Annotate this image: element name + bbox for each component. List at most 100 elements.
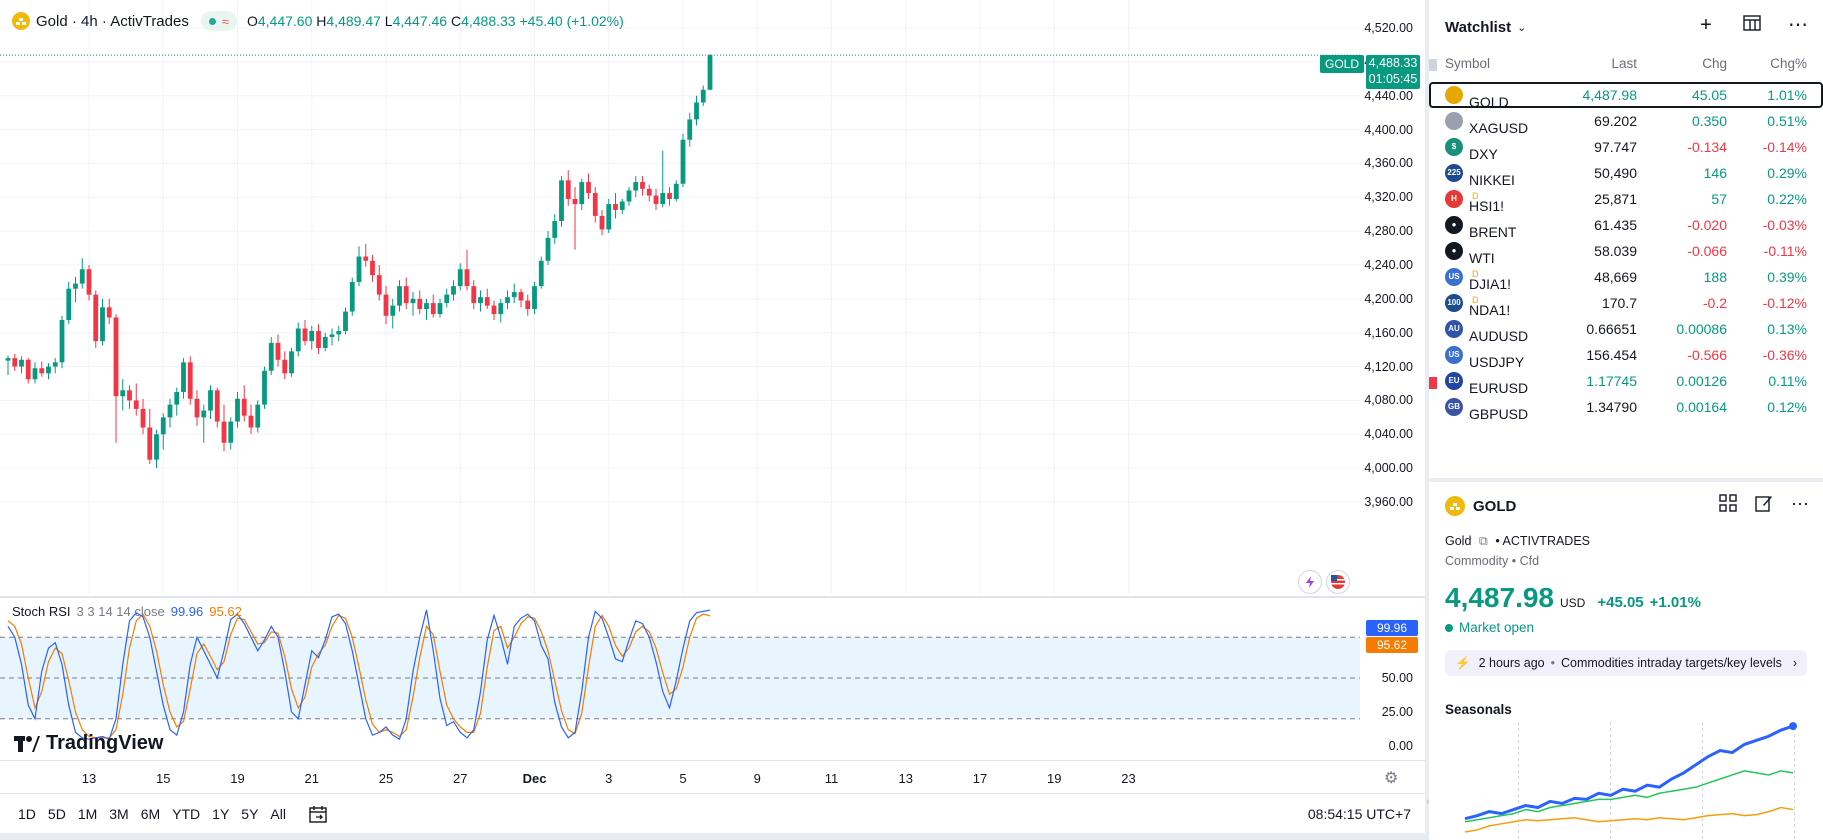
seasonals-chart[interactable] xyxy=(1445,722,1813,840)
watchlist-row-gbpusd[interactable]: GB GBPUSD 1.34790 0.00164 0.12% xyxy=(1429,394,1823,422)
candle xyxy=(147,408,153,464)
col-last[interactable]: Last xyxy=(1611,56,1637,71)
watchlist-row-dxy[interactable]: $ DXY 97.747 -0.134 -0.14% xyxy=(1429,134,1823,162)
watchlist-row-usdjpy[interactable]: US USDJPY 156.454 -0.566 -0.36% xyxy=(1429,342,1823,370)
watchlist-row-gold[interactable]: GOLD 4,487.98 45.05 1.01% xyxy=(1429,82,1823,110)
go-to-date-icon[interactable] xyxy=(308,804,330,824)
watchlist-last: 170.7 xyxy=(1601,295,1637,311)
news-headline[interactable]: ⚡ 2 hours ago • Commodities intraday tar… xyxy=(1445,650,1807,676)
candle xyxy=(383,286,389,325)
more-options-icon[interactable]: ⋯ xyxy=(1788,14,1808,36)
watchlist-row-eurusd[interactable]: EU EURUSD 1.17745 0.00126 0.11% xyxy=(1429,368,1823,396)
watchlist-header: Watchlist ⌄ xyxy=(1429,0,1823,54)
candle xyxy=(93,290,99,348)
range-button-1y[interactable]: 1Y xyxy=(212,806,230,822)
candle xyxy=(464,249,470,291)
price-chart[interactable] xyxy=(0,0,1360,594)
edit-note-icon[interactable] xyxy=(1755,494,1773,517)
range-button-3m[interactable]: 3M xyxy=(109,806,129,822)
seasonal-end-dot xyxy=(1789,722,1797,731)
candle xyxy=(694,95,699,126)
col-chgp[interactable]: Chg% xyxy=(1770,56,1807,71)
market-status-pill[interactable]: ≈ xyxy=(200,11,237,31)
candle xyxy=(660,150,666,208)
pane-divider[interactable] xyxy=(0,596,1425,598)
range-button-6m[interactable]: 6M xyxy=(140,806,161,822)
details-symbol[interactable]: GOLD xyxy=(1473,497,1517,515)
seasonal-line xyxy=(1464,806,1794,833)
candle xyxy=(208,385,213,420)
stoch-rsi-d-line xyxy=(7,613,711,739)
bottom-scrollbar[interactable] xyxy=(0,834,1425,840)
candle xyxy=(289,347,294,377)
candle xyxy=(73,276,78,303)
watchlist-row-audusd[interactable]: AU AUDUSD 0.66651 0.00086 0.13% xyxy=(1429,316,1823,344)
sidebar-splitter[interactable] xyxy=(1425,0,1429,840)
price-tick: 4,240.00 xyxy=(1364,258,1413,272)
time-axis[interactable]: 13 15 19 21 25 27 Dec 3 5 9 11 13 17 19 23 xyxy=(0,760,1425,793)
collapse-arrow-icon[interactable]: › xyxy=(1426,796,1430,807)
time-tick: 25 xyxy=(378,771,394,786)
col-symbol[interactable]: Symbol xyxy=(1445,56,1491,71)
time-tick: 17 xyxy=(972,771,988,786)
details-name[interactable]: Gold xyxy=(1445,534,1472,548)
candle xyxy=(613,193,618,219)
low-label: L xyxy=(384,13,393,29)
flag-column-icon[interactable] xyxy=(1429,59,1437,71)
watchlist-chgp: -0.14% xyxy=(1762,139,1807,155)
watchlist-row-wti[interactable]: ● WTI 58.039 -0.066 -0.11% xyxy=(1429,238,1823,266)
symbol-title[interactable]: Gold · 4h · ActivTrades xyxy=(36,12,189,30)
price-axis[interactable]: 4,520.004,480.004,440.004,400.004,360.00… xyxy=(1358,0,1425,780)
range-button-5d[interactable]: 5D xyxy=(47,806,66,822)
red-flag-icon[interactable] xyxy=(1429,377,1437,389)
watchlist-actions: + ⋯ xyxy=(1695,14,1809,37)
range-button-1d[interactable]: 1D xyxy=(18,806,36,822)
range-button-5y[interactable]: 5Y xyxy=(241,806,259,822)
seasonals-title[interactable]: Seasonals xyxy=(1445,702,1512,717)
external-link-icon[interactable]: ⧉ xyxy=(1478,534,1488,548)
seasonal-line xyxy=(1464,770,1794,823)
candle xyxy=(565,170,571,206)
watchlist-title[interactable]: Watchlist xyxy=(1445,18,1512,36)
watchlist-chgp: 0.13% xyxy=(1767,321,1807,337)
col-chg[interactable]: Chg xyxy=(1702,56,1727,71)
candle xyxy=(302,320,308,346)
watchlist-chg: -0.066 xyxy=(1687,243,1727,259)
chart-pane[interactable]: Gold · 4h · ActivTrades ≈ O4,447.60 H4,4… xyxy=(0,0,1425,840)
advanced-view-icon[interactable] xyxy=(1741,14,1763,37)
details-exchange[interactable]: ACTIVTRADES xyxy=(1502,534,1591,548)
watchlist-row-hsi1[interactable]: H HSI1! D 25,871 57 0.22% xyxy=(1429,186,1823,214)
range-button-ytd[interactable]: YTD xyxy=(172,806,201,822)
market-status[interactable]: Market open xyxy=(1445,620,1534,635)
stoch-rsi-legend[interactable]: Stoch RSI 3 3 14 14 close 99.96 95.62 xyxy=(12,604,242,619)
range-button-all[interactable]: All xyxy=(270,806,286,822)
candle xyxy=(32,362,38,384)
watchlist-chg: 188 xyxy=(1703,269,1727,285)
change-value: +45.40 (+1.02%) xyxy=(519,13,624,29)
watchlist-row-nikkei[interactable]: 225 NIKKEI 50,490 146 0.29% xyxy=(1429,160,1823,188)
stoch-rsi-chart[interactable] xyxy=(0,598,1360,758)
chevron-down-icon[interactable]: ⌄ xyxy=(1517,21,1527,34)
price-tick: 4,320.00 xyxy=(1364,190,1413,205)
stoch-rsi-k-line xyxy=(7,609,711,741)
symbol-text: EURUSD xyxy=(1469,380,1529,396)
watchlist-row-xagusd[interactable]: XAGUSD 69.202 0.350 0.51% xyxy=(1429,108,1823,136)
gb-flag-icon: GB xyxy=(1445,398,1463,416)
chevron-right-icon: › xyxy=(1792,656,1797,670)
more-options-icon[interactable]: ⋯ xyxy=(1791,494,1809,514)
watchlist-row-djia1[interactable]: US DJIA1! D 48,669 188 0.39% xyxy=(1429,264,1823,292)
us-economic-event-icon[interactable] xyxy=(1326,570,1350,594)
settings-gear-icon[interactable]: ⚙ xyxy=(1384,770,1399,787)
candle xyxy=(295,322,301,357)
tradingview-logo[interactable]: TradingView xyxy=(14,732,163,755)
watchlist-row-brent[interactable]: ● BRENT 61.435 -0.020 -0.03% xyxy=(1429,212,1823,240)
watchlist-chgp: 0.11% xyxy=(1768,373,1807,389)
range-button-1m[interactable]: 1M xyxy=(77,806,98,822)
candle xyxy=(592,187,598,223)
watchlist-row-nda1[interactable]: 100 NDA1! D 170.7 -0.2 -0.12% xyxy=(1429,290,1823,318)
add-symbol-icon[interactable]: + xyxy=(1700,14,1712,36)
clock-timezone[interactable]: 08:54:15 UTC+7 xyxy=(1307,806,1411,822)
earnings-flash-icon[interactable] xyxy=(1298,570,1322,594)
grid-layout-icon[interactable] xyxy=(1719,494,1737,517)
watchlist-last: 1.34790 xyxy=(1586,399,1637,415)
